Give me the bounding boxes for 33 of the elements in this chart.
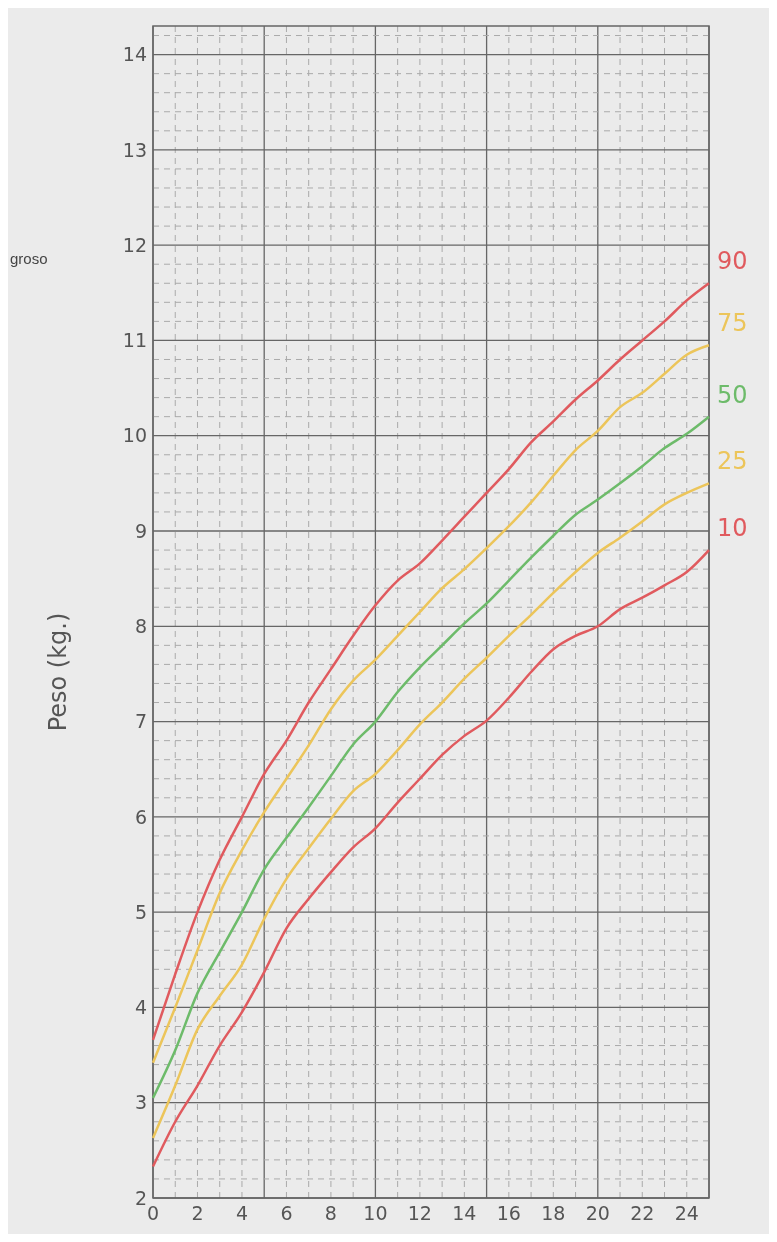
y-tick-label: 10 [122,424,147,447]
y-axis-title: Peso (kg.) [44,612,72,732]
series-label: 50 [717,380,748,409]
y-tick-label: 2 [134,1186,147,1209]
series-label: 75 [717,309,748,338]
y-tick-label: 3 [134,1091,147,1114]
x-tick-label: 12 [407,1202,432,1224]
x-tick-label: 6 [280,1202,293,1224]
y-tick-label: 14 [122,43,147,66]
series-label: 90 [717,247,748,276]
series-label: 10 [717,514,748,543]
x-tick-label: 16 [496,1202,521,1224]
x-tick-label: 0 [146,1202,160,1224]
x-tick-label: 24 [674,1202,699,1224]
x-tick-label: 4 [235,1202,249,1224]
y-tick-label: 7 [134,710,147,733]
x-tick-label: 20 [585,1202,610,1224]
text: groso [10,250,48,267]
y-tick-label: 13 [122,138,147,161]
y-tick-label: 5 [134,900,147,923]
y-tick-label: 12 [122,233,147,256]
x-tick-label: 22 [630,1202,655,1224]
y-tick-label: 8 [134,614,147,637]
x-tick-label: 2 [191,1202,204,1224]
y-tick-label: 4 [134,996,147,1019]
x-tick-label: 18 [541,1202,566,1224]
series-label: 25 [717,447,748,476]
x-tick-label: 14 [452,1202,477,1224]
x-tick-label: 10 [363,1202,388,1224]
y-tick-label: 6 [134,805,147,828]
x-tick-label: 8 [324,1202,337,1224]
y-tick-label: 9 [134,519,147,542]
y-tick-label: 11 [122,329,147,352]
